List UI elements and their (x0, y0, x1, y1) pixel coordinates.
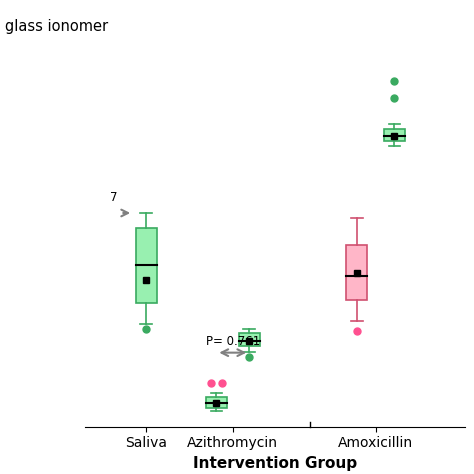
Bar (346, 245, 367, 301)
Bar (238, 333, 260, 346)
Text: glass ionomer: glass ionomer (5, 19, 108, 34)
Bar (136, 228, 157, 303)
Bar (206, 397, 227, 408)
X-axis label: Intervention Group: Intervention Group (193, 456, 357, 471)
Text: P= 0.761: P= 0.761 (206, 335, 260, 347)
Bar (384, 129, 405, 141)
Text: 7: 7 (109, 191, 117, 204)
